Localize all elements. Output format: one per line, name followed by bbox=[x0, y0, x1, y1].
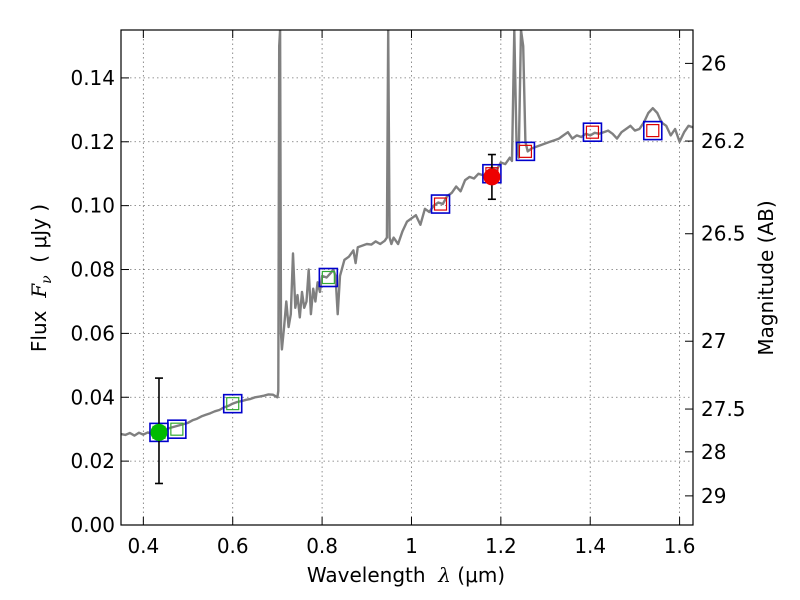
model-point-box bbox=[222, 393, 243, 414]
model-point-inner bbox=[646, 123, 660, 138]
model-point-box bbox=[430, 194, 451, 214]
x-axis-title: Wavelength λ (μm) bbox=[307, 563, 505, 587]
y-tick-label: 0.08 bbox=[70, 258, 115, 282]
y2-tick-label: 26 bbox=[701, 51, 726, 75]
x-axis-title-suffix: (μm) bbox=[451, 563, 505, 587]
x-axis-title-prefix: Wavelength bbox=[307, 563, 438, 587]
spectrum-layer bbox=[121, 30, 693, 437]
x-tick-label: 1.4 bbox=[574, 534, 606, 558]
x-tick-label: 1.6 bbox=[664, 534, 696, 558]
model-point-inner bbox=[433, 197, 448, 211]
model-point bbox=[222, 393, 243, 414]
y2-tick-label: 26.2 bbox=[701, 129, 746, 153]
y-tick-label: 0.02 bbox=[70, 449, 115, 473]
y-tick-label: 0.04 bbox=[70, 385, 115, 409]
x-axis-title-symbol: λ bbox=[437, 563, 451, 587]
model-point-inner bbox=[170, 422, 184, 436]
model-points bbox=[149, 120, 663, 443]
model-point bbox=[582, 122, 603, 142]
y2-axis-title: Magnitude (AB) bbox=[754, 200, 778, 355]
observed-point bbox=[483, 153, 501, 201]
model-point bbox=[515, 141, 536, 162]
x-axis-ticks: 0.4 0.6 0.8 1 1.2 1.4 1.6 bbox=[127, 30, 696, 558]
y-tick-label: 0.06 bbox=[70, 321, 115, 345]
model-point-inner bbox=[321, 270, 335, 285]
x-tick-label: 1.2 bbox=[485, 534, 517, 558]
y2-tick-label: 27 bbox=[701, 329, 726, 353]
model-point-box bbox=[582, 122, 603, 142]
y2-tick-label: 29 bbox=[701, 484, 726, 508]
observed-marker bbox=[150, 423, 168, 441]
model-point bbox=[167, 419, 187, 439]
y2-tick-label: 28 bbox=[701, 440, 726, 464]
y2-axis-ticks: 26 26.2 26.5 27 27.5 28 29 bbox=[685, 51, 746, 508]
y-axis-title-subscript: ν bbox=[39, 275, 55, 284]
y2-tick-label: 27.5 bbox=[701, 397, 746, 421]
y-tick-label: 0.14 bbox=[70, 66, 115, 90]
y-axis-ticks: 0.00 0.02 0.04 0.06 0.08 0.10 0.12 0.14 bbox=[70, 66, 129, 537]
x-tick-label: 0.8 bbox=[306, 534, 338, 558]
y-tick-label: 0.12 bbox=[70, 130, 115, 154]
y-tick-label: 0.00 bbox=[70, 513, 115, 537]
y-axis-title-suffix: ( μJy ) bbox=[27, 204, 51, 276]
model-point-box bbox=[167, 419, 187, 439]
model-point-box bbox=[318, 267, 339, 288]
model-point-inner bbox=[518, 144, 533, 158]
x-tick-label: 0.4 bbox=[127, 534, 159, 558]
grid-lines bbox=[121, 30, 693, 526]
model-point-box bbox=[515, 141, 536, 162]
x-tick-label: 1 bbox=[405, 534, 418, 558]
observed-marker bbox=[483, 168, 501, 186]
y-axis-title-symbol: F bbox=[27, 283, 51, 299]
model-point-inner bbox=[226, 397, 240, 411]
x-tick-label: 0.6 bbox=[217, 534, 249, 558]
spectrum-line bbox=[121, 30, 693, 437]
model-point bbox=[430, 194, 451, 214]
y-axis-title: Flux Fν ( μJy ) bbox=[27, 204, 55, 352]
observed-points bbox=[150, 153, 501, 485]
y-tick-label: 0.10 bbox=[70, 194, 115, 218]
y-axis-title-prefix: Flux bbox=[27, 298, 51, 352]
model-point-box bbox=[642, 120, 663, 141]
y2-tick-label: 26.5 bbox=[701, 222, 746, 246]
observed-point bbox=[150, 377, 168, 485]
model-point bbox=[318, 267, 339, 288]
plot-frame bbox=[120, 29, 694, 526]
model-point-inner bbox=[585, 125, 600, 139]
model-point bbox=[642, 120, 663, 141]
